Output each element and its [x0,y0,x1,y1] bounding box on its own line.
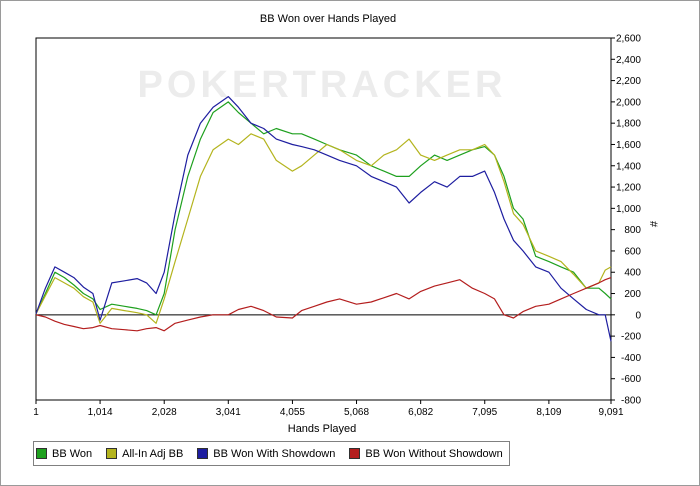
y-tick-label: 2,400 [616,55,641,66]
y-tick-label: 800 [624,225,641,236]
legend-label: All-In Adj BB [122,447,184,460]
legend-swatch [349,448,361,459]
chart-title: BB Won over Hands Played [260,13,396,25]
x-tick-label: 2,028 [152,407,177,418]
y-tick-label: 1,200 [616,183,641,194]
x-tick-label: 3,041 [216,407,241,418]
plot-area [35,37,612,401]
x-tick-label: 8,109 [536,407,561,418]
y-tick-label: 600 [624,246,641,257]
y-tick-label: 400 [624,268,641,279]
watermark-logo: POKERTRACKER [138,64,507,106]
y-tick-label: -400 [621,353,641,364]
legend-item-1: All-In Adj BB [106,448,183,460]
y-tick-label: 1,000 [616,204,641,215]
y-tick-label: 1,400 [616,161,641,172]
series-line-0 [35,101,612,316]
x-tick-label: 1 [33,407,39,418]
y-tick-label: 0 [635,310,641,321]
legend-item-3: BB Won Without Showdown [349,447,503,460]
legend-swatch [197,448,209,459]
x-tick-label: 6,082 [408,407,433,418]
y-tick-label: -200 [621,332,641,343]
x-tick-label: 9,091 [598,407,623,418]
x-tick-label: 5,068 [344,407,369,418]
y-tick-label: 2,200 [616,76,641,87]
y-tick-label: 200 [624,289,641,300]
legend-label: BB Won Without Showdown [365,447,503,460]
legend-swatch [106,448,118,459]
x-tick-label: 1,014 [88,407,113,418]
y-tick-label: 2,000 [616,97,641,108]
legend: BB Won All-In Adj BB BB Won With Showdown B… [33,441,510,466]
legend-label: BB Won [52,447,93,460]
y-tick-label: 1,600 [616,140,641,151]
y-tick-label: 1,800 [616,119,641,130]
legend-item-2: BB Won With Showdown [197,448,335,460]
x-tick-label: 4,055 [280,407,305,418]
legend-label: BB Won With Showdown [213,447,336,460]
x-axis-label: Hands Played [288,423,357,435]
series-line-2 [35,95,612,342]
x-tick-label: 7,095 [472,407,497,418]
legend-item-0: BB Won [36,448,92,460]
y-tick-label: 2,600 [616,34,641,45]
y-tick-label: -600 [621,374,641,385]
series-line-3 [35,277,612,332]
y-axis-label: # [647,221,659,228]
y-tick-label: -800 [621,396,641,407]
legend-swatch [36,448,47,459]
series-line-1 [35,133,612,324]
